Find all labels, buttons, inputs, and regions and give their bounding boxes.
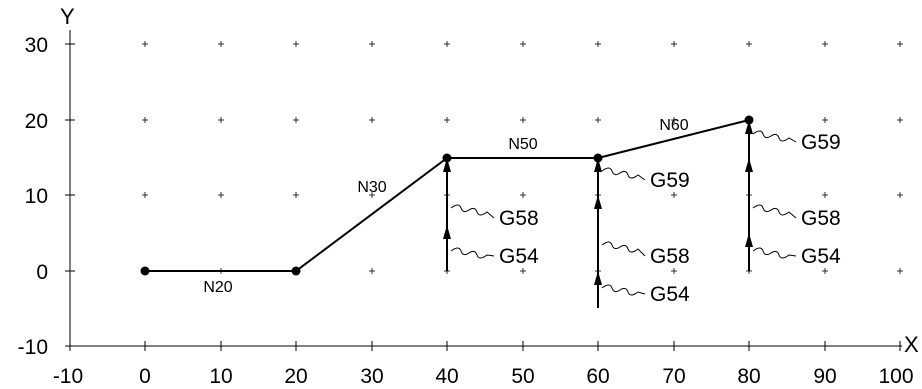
toolpath-point xyxy=(291,266,301,276)
arrowhead-icon xyxy=(594,195,602,209)
x-tick-label: 90 xyxy=(813,365,836,388)
leader-squiggles xyxy=(450,130,797,296)
toolpath-point xyxy=(593,153,603,163)
x-tick-label: 20 xyxy=(284,365,307,388)
leader-squiggle xyxy=(752,130,797,143)
offset-label: G54 xyxy=(499,245,539,268)
arrowhead-icon xyxy=(745,120,753,134)
leader-squiggle xyxy=(450,204,495,219)
y-axis-ticks xyxy=(65,43,75,347)
toolpath-point xyxy=(442,153,452,163)
x-axis-title: X xyxy=(904,332,919,357)
x-tick-label: 0 xyxy=(139,365,151,388)
offset-label: G58 xyxy=(499,207,539,230)
x-tick-label: 10 xyxy=(209,365,232,388)
arrowhead-icon xyxy=(594,271,602,285)
segment-label: N60 xyxy=(659,117,688,134)
x-tick-label: 100 xyxy=(878,365,913,388)
x-tick-label: 30 xyxy=(360,365,383,388)
x-axis-ticks xyxy=(69,341,901,351)
y-axis-title: Y xyxy=(60,4,75,29)
y-tick-label: 30 xyxy=(25,34,48,57)
leader-squiggle xyxy=(752,247,797,259)
offset-label: G59 xyxy=(801,131,841,154)
toolpath-point xyxy=(744,115,754,125)
segment-label: N50 xyxy=(508,136,537,153)
leader-squiggle xyxy=(601,284,646,296)
leader-squiggle xyxy=(752,204,797,219)
toolpath-point xyxy=(140,266,150,276)
offset-label: G58 xyxy=(650,245,690,268)
arrowhead-icon xyxy=(594,158,602,172)
x-tick-label: 40 xyxy=(435,365,458,388)
y-tick-label: -10 xyxy=(18,336,48,359)
arrowhead-icon xyxy=(443,158,451,172)
y-tick-label: 0 xyxy=(36,261,48,284)
x-tick-label: 60 xyxy=(586,365,609,388)
y-tick-label: 20 xyxy=(25,110,48,133)
x-tick-label: -10 xyxy=(53,365,83,388)
offset-x40 xyxy=(443,158,451,271)
offset-label: G59 xyxy=(650,169,690,192)
offset-label: G54 xyxy=(801,245,841,268)
segment-label: N20 xyxy=(203,279,232,296)
toolpath-points xyxy=(140,115,754,276)
arrowhead-icon xyxy=(443,225,451,239)
offset-x80 xyxy=(745,120,753,271)
offset-label: G58 xyxy=(801,207,841,230)
leader-squiggle xyxy=(601,241,646,257)
segment-label: N30 xyxy=(357,179,386,196)
arrowhead-icon xyxy=(745,158,753,172)
x-tick-label: 70 xyxy=(662,365,685,388)
leader-squiggle xyxy=(601,167,646,181)
offset-label: G54 xyxy=(650,283,690,306)
y-tick-label: 10 xyxy=(25,185,48,208)
x-tick-label: 50 xyxy=(511,365,534,388)
offset-x60 xyxy=(594,158,602,308)
x-tick-label: 80 xyxy=(737,365,760,388)
leader-squiggle xyxy=(450,247,495,259)
arrowhead-icon xyxy=(745,233,753,247)
